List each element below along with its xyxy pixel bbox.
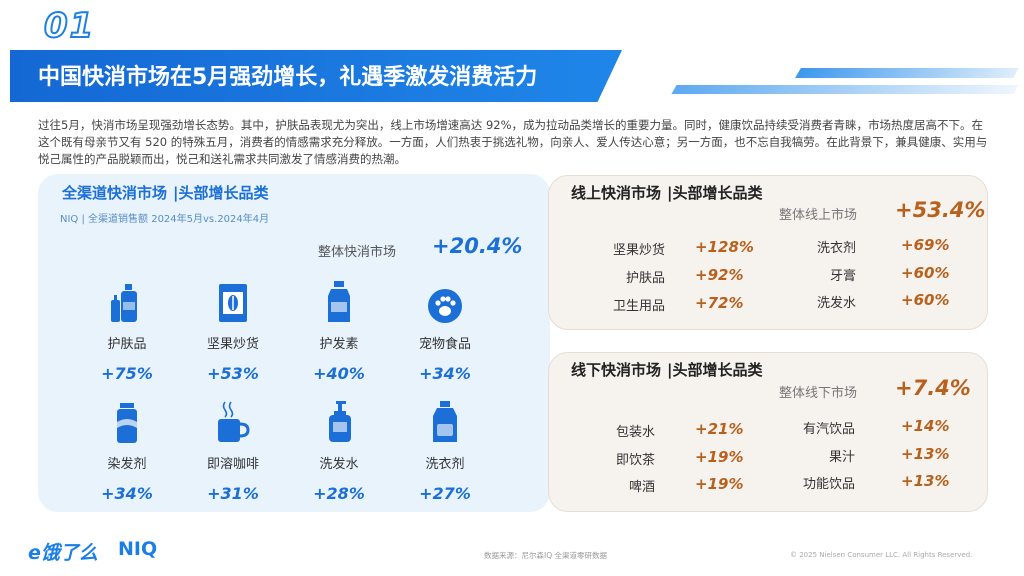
all-channel-title-suffix: |头部增长品类 xyxy=(173,184,269,202)
category-item: 洗衣剂 +27% xyxy=(400,400,490,503)
online-item-name: 卫生用品 xyxy=(612,299,665,314)
category-name: 护发素 xyxy=(319,337,359,352)
offline-item-growth: +13% xyxy=(901,445,950,463)
online-item-name: 牙膏 xyxy=(829,269,856,284)
offline-item-name: 果汁 xyxy=(828,450,855,465)
category-item: 染发剂 +34% xyxy=(82,400,172,503)
page-number: 01 xyxy=(43,5,96,47)
category-growth: +27% xyxy=(419,484,471,503)
category-name: 洗衣剂 xyxy=(425,457,465,472)
online-item-name: 坚果炒货 xyxy=(612,243,665,258)
online-item-growth: +128% xyxy=(695,238,754,256)
category-item: 宠物食品 +34% xyxy=(400,280,490,383)
online-item-name: 洗衣剂 xyxy=(816,241,856,256)
category-name: 染发剂 xyxy=(107,457,147,472)
offline-total-label: 整体线下市场 xyxy=(779,386,858,401)
online-item-growth: +69% xyxy=(901,236,950,254)
all-channel-total-label: 整体快消市场 xyxy=(318,245,397,260)
online-item-growth: +72% xyxy=(695,294,744,312)
offline-item-growth: +19% xyxy=(695,475,744,493)
decorative-stripe xyxy=(795,68,1019,78)
intro-paragraph: 过往5月，快消市场呈现强劲增长态势。其中，护肤品表现尤为突出，线上市场增速高达 … xyxy=(38,118,988,166)
skincare-bottles-icon xyxy=(109,280,145,324)
category-name: 即溶咖啡 xyxy=(206,457,259,472)
category-growth: +28% xyxy=(313,484,365,503)
niq-logo: NIQ xyxy=(118,538,158,560)
page-title: 中国快消市场在5月强劲增长，礼遇季激发消费活力 xyxy=(38,65,538,90)
offline-title-suffix: |头部增长品类 xyxy=(667,361,763,379)
category-growth: +31% xyxy=(207,484,259,503)
category-growth: +34% xyxy=(419,364,471,383)
data-source-note: 数据来源：尼尔森IQ 全渠道零研数据 xyxy=(484,551,607,560)
online-item-growth: +60% xyxy=(901,291,950,309)
all-channel-subtitle: NIQ | 全渠道销售额 2024年5月vs.2024年4月 xyxy=(60,214,270,225)
category-item: 洗发水 +28% xyxy=(294,400,384,503)
copyright-note: © 2025 Nielsen Consumer LLC. All Rights … xyxy=(790,551,973,559)
detergent-jug-icon xyxy=(427,400,463,444)
online-total-label: 整体线上市场 xyxy=(779,208,858,223)
category-growth: +34% xyxy=(101,484,153,503)
category-name: 洗发水 xyxy=(319,457,359,472)
offline-title: 线下快消市场 |头部增长品类 xyxy=(571,359,763,380)
online-title-main: 线上快消市场 xyxy=(571,184,662,202)
category-name: 坚果炒货 xyxy=(206,337,259,352)
online-title: 线上快消市场 |头部增长品类 xyxy=(571,182,763,203)
category-growth: +53% xyxy=(207,364,259,383)
offline-item-name: 即饮茶 xyxy=(615,453,655,468)
online-item-growth: +60% xyxy=(901,264,950,282)
online-item-name: 护肤品 xyxy=(625,271,665,286)
all-channel-title: 全渠道快消市场 |头部增长品类 xyxy=(62,182,269,203)
online-item-name: 洗发水 xyxy=(816,296,856,311)
category-item: 护肤品 +75% xyxy=(82,280,172,383)
offline-item-name: 功能饮品 xyxy=(802,477,855,492)
online-market-card: 线上快消市场 |头部增长品类 整体线上市场 +53.4% 坚果炒货 +128% 护… xyxy=(548,175,988,330)
all-channel-total-value: +20.4% xyxy=(432,234,523,258)
hair-dye-can-icon xyxy=(109,400,145,444)
category-growth: +40% xyxy=(313,364,365,383)
offline-item-growth: +21% xyxy=(695,420,744,438)
category-item: 坚果炒货 +53% xyxy=(188,280,278,383)
conditioner-bottle-icon xyxy=(321,280,357,324)
shampoo-pump-icon xyxy=(321,400,357,444)
eleme-logo: e饿了么 xyxy=(28,542,98,564)
offline-title-main: 线下快消市场 xyxy=(571,361,662,379)
category-name: 宠物食品 xyxy=(418,337,471,352)
offline-total-value: +7.4% xyxy=(895,376,971,400)
offline-item-name: 啤酒 xyxy=(628,480,655,495)
all-channel-title-main: 全渠道快消市场 xyxy=(62,184,168,202)
category-growth: +75% xyxy=(101,364,153,383)
title-banner: 中国快消市场在5月强劲增长，礼遇季激发消费活力 xyxy=(10,50,622,102)
online-total-value: +53.4% xyxy=(895,198,986,222)
offline-item-growth: +14% xyxy=(901,417,950,435)
category-name: 护肤品 xyxy=(107,337,147,352)
coffee-mug-icon xyxy=(215,400,251,444)
category-item: 即溶咖啡 +31% xyxy=(188,400,278,503)
offline-item-name: 包装水 xyxy=(615,425,655,440)
offline-item-growth: +13% xyxy=(901,472,950,490)
offline-item-name: 有汽饮品 xyxy=(802,422,855,437)
online-item-growth: +92% xyxy=(695,266,744,284)
category-item: 护发素 +40% xyxy=(294,280,384,383)
offline-market-card: 线下快消市场 |头部增长品类 整体线下市场 +7.4% 包装水 +21% 即饮茶 … xyxy=(548,352,988,512)
online-title-suffix: |头部增长品类 xyxy=(667,184,763,202)
decorative-stripe xyxy=(671,85,1019,94)
paw-print-icon xyxy=(427,280,463,324)
nut-snack-bag-icon xyxy=(215,280,251,324)
offline-item-growth: +19% xyxy=(695,448,744,466)
all-channel-card: 全渠道快消市场 |头部增长品类 NIQ | 全渠道销售额 2024年5月vs.20… xyxy=(38,174,550,512)
